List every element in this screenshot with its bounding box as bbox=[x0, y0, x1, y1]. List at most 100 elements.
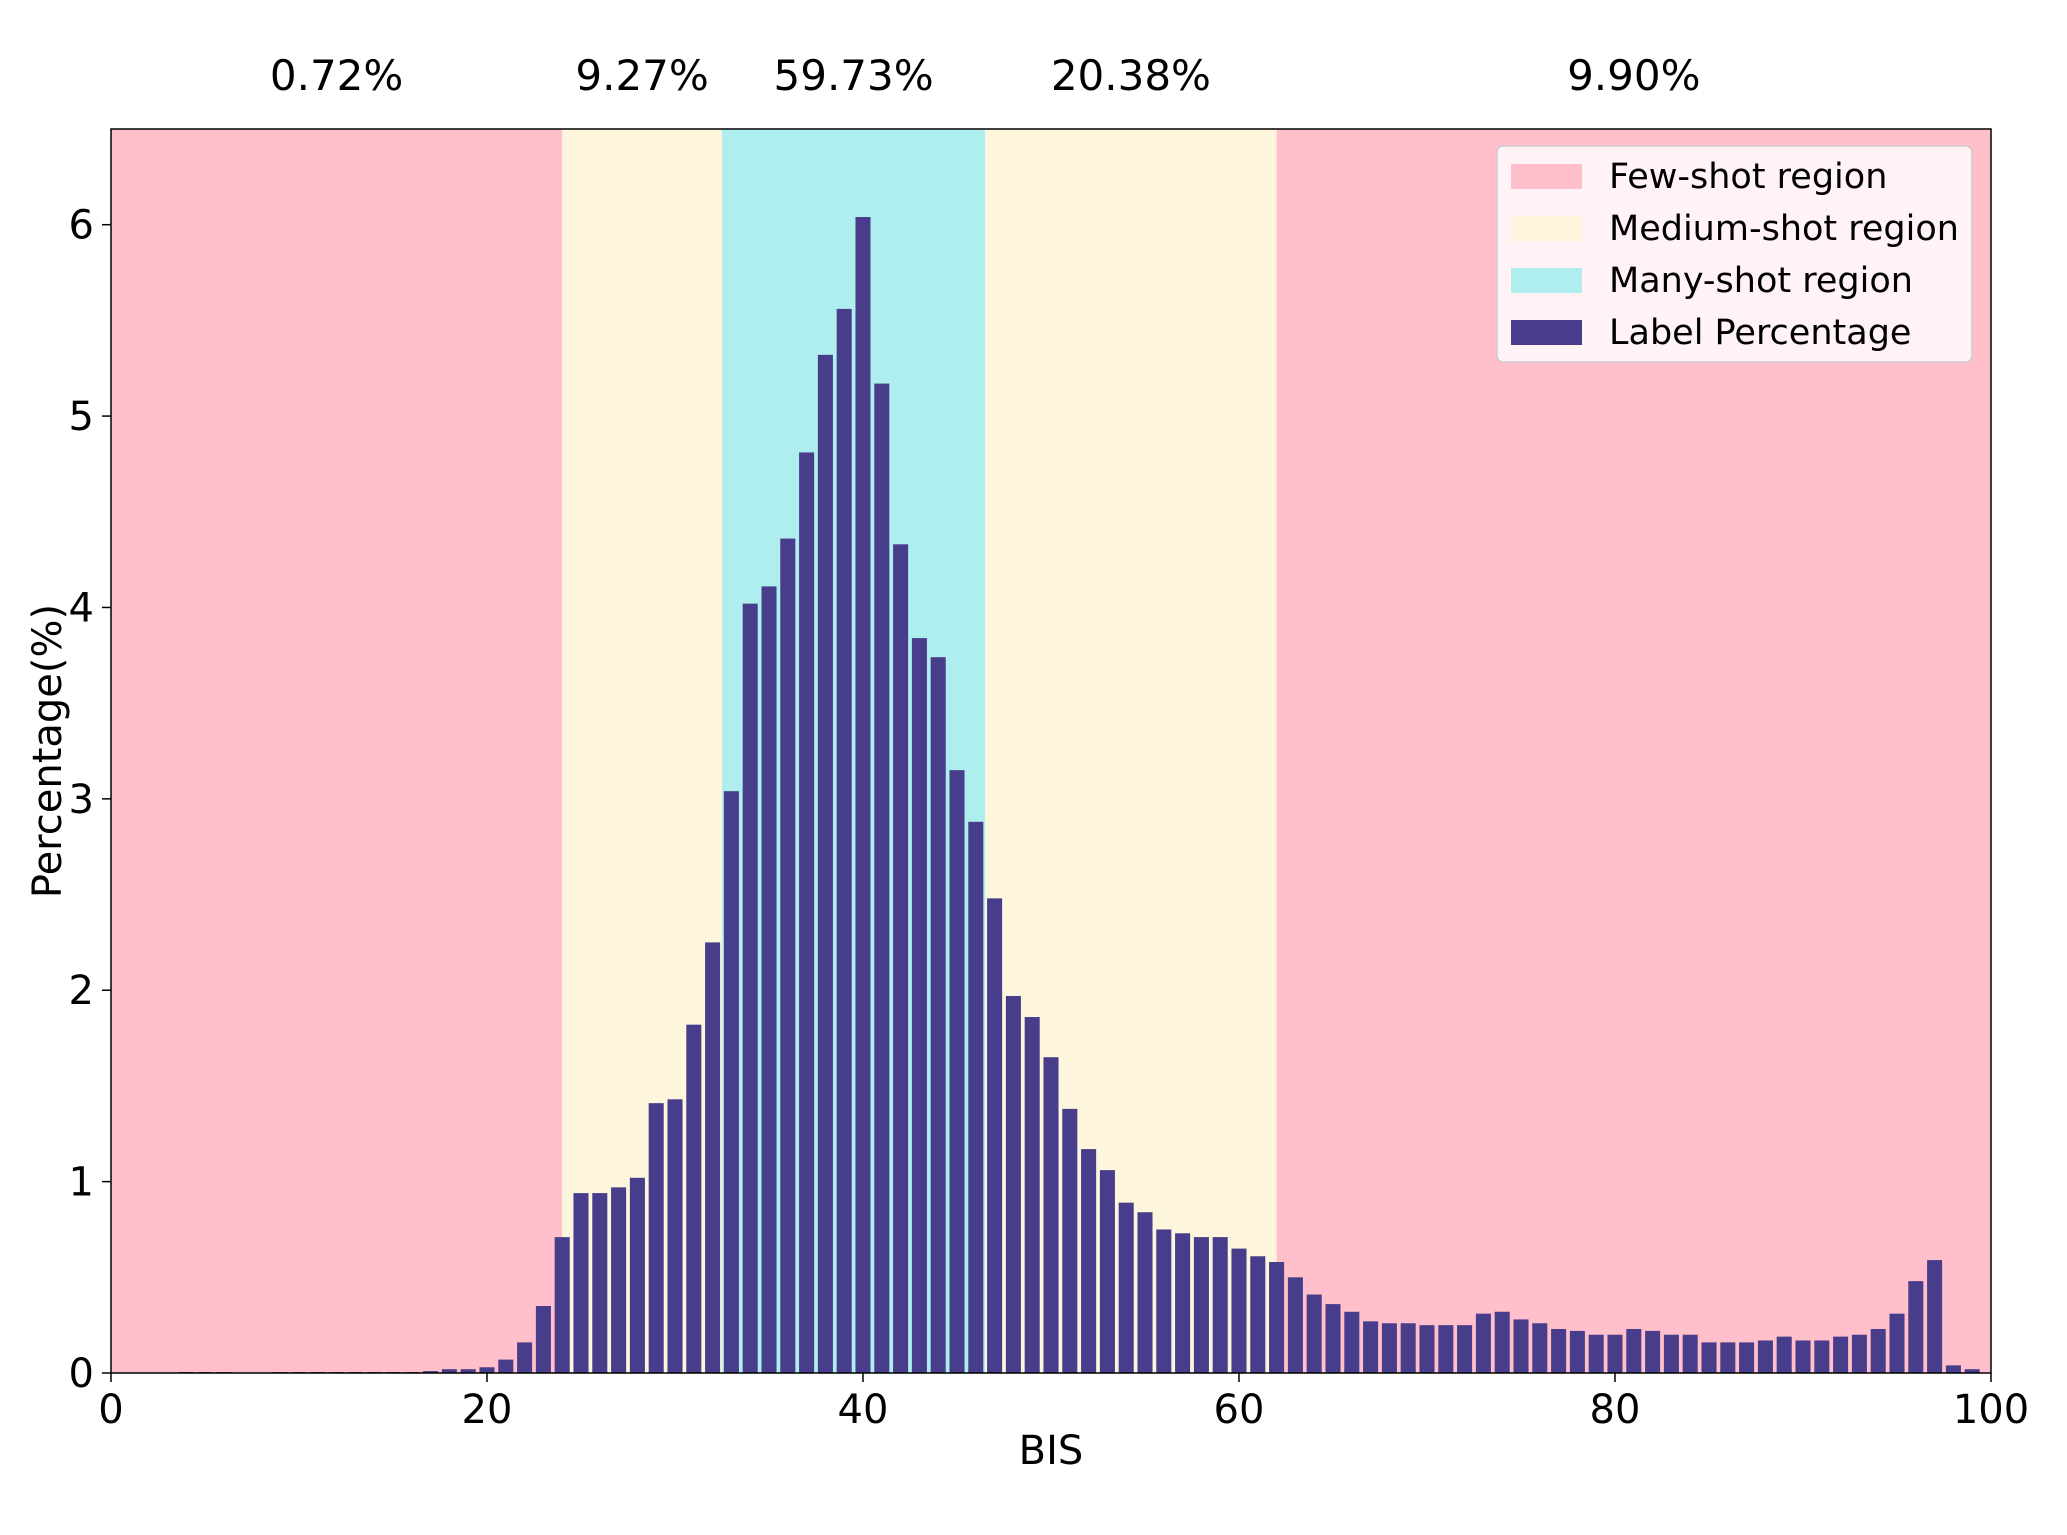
bar bbox=[517, 1342, 533, 1373]
bar bbox=[1927, 1260, 1943, 1373]
region-band-0 bbox=[111, 129, 563, 1373]
bar bbox=[1175, 1233, 1191, 1373]
bar bbox=[893, 544, 909, 1373]
legend: Few-shot region Medium-shot region Many-… bbox=[1496, 145, 1973, 363]
bar bbox=[1701, 1342, 1717, 1373]
legend-swatch-few bbox=[1511, 164, 1582, 189]
legend-label-medium: Medium-shot region bbox=[1609, 209, 1959, 249]
bar bbox=[1908, 1281, 1924, 1373]
legend-box bbox=[1496, 145, 1973, 363]
region-percent-label-0: 0.72% bbox=[270, 51, 403, 100]
bar bbox=[949, 770, 965, 1373]
bar bbox=[1513, 1319, 1529, 1373]
y-tick-label: 1 bbox=[69, 1160, 94, 1206]
bar bbox=[1344, 1311, 1360, 1373]
bar bbox=[1062, 1108, 1078, 1373]
bar bbox=[1231, 1248, 1247, 1373]
bar bbox=[1400, 1323, 1416, 1373]
bar bbox=[1156, 1229, 1172, 1373]
bar bbox=[1212, 1237, 1228, 1373]
bar bbox=[1381, 1323, 1397, 1373]
bar bbox=[1851, 1334, 1867, 1373]
bar bbox=[1833, 1336, 1849, 1373]
bar bbox=[1137, 1212, 1153, 1373]
region-percent-label-3: 20.38% bbox=[1051, 51, 1211, 100]
y-tick-label: 4 bbox=[69, 585, 94, 631]
x-tick-label: 0 bbox=[98, 1387, 123, 1433]
bar bbox=[1193, 1237, 1209, 1373]
bar bbox=[1739, 1342, 1755, 1373]
legend-swatch-many bbox=[1511, 268, 1582, 293]
bar bbox=[1607, 1334, 1623, 1373]
bar bbox=[573, 1193, 589, 1373]
bar bbox=[855, 217, 871, 1374]
bar bbox=[479, 1367, 495, 1373]
bar bbox=[1964, 1369, 1980, 1373]
bar bbox=[1663, 1334, 1679, 1373]
bar bbox=[1118, 1202, 1134, 1373]
x-axis-label: BIS bbox=[1019, 1428, 1084, 1474]
bar bbox=[1325, 1304, 1341, 1373]
x-tick-label: 40 bbox=[838, 1387, 889, 1433]
bar bbox=[648, 1103, 664, 1373]
bar bbox=[1626, 1328, 1642, 1373]
bar bbox=[780, 538, 796, 1373]
legend-label-few: Few-shot region bbox=[1609, 157, 1887, 197]
bar bbox=[1814, 1340, 1830, 1373]
bar bbox=[554, 1237, 570, 1373]
y-tick-label: 6 bbox=[69, 203, 94, 249]
x-tick-label: 60 bbox=[1214, 1387, 1265, 1433]
bar bbox=[1795, 1340, 1811, 1373]
legend-swatch-medium bbox=[1511, 216, 1582, 241]
bar bbox=[460, 1369, 476, 1373]
bar bbox=[836, 308, 852, 1373]
region-percent-label-1: 9.27% bbox=[575, 51, 708, 100]
bars-layer bbox=[178, 217, 1980, 1374]
bar bbox=[1532, 1323, 1548, 1373]
bar bbox=[1306, 1294, 1322, 1373]
bar bbox=[723, 791, 739, 1373]
region-percent-label-4: 9.90% bbox=[1567, 51, 1700, 100]
bar bbox=[1494, 1311, 1510, 1373]
bar bbox=[1024, 1017, 1040, 1373]
bar bbox=[817, 354, 833, 1373]
bar bbox=[968, 821, 984, 1373]
bar bbox=[1588, 1334, 1604, 1373]
bar bbox=[1419, 1325, 1435, 1373]
bar bbox=[592, 1193, 608, 1373]
bar bbox=[930, 657, 946, 1373]
bar bbox=[1889, 1313, 1905, 1373]
bar bbox=[441, 1369, 457, 1373]
bar bbox=[1438, 1325, 1454, 1373]
bar bbox=[1363, 1321, 1379, 1373]
bar bbox=[1569, 1330, 1585, 1373]
bar bbox=[1457, 1325, 1473, 1373]
y-axis-label: Percentage(%) bbox=[25, 604, 71, 898]
region-percent-label-2: 59.73% bbox=[774, 51, 934, 100]
legend-swatch-bar bbox=[1511, 320, 1582, 345]
x-tick-label: 20 bbox=[462, 1387, 513, 1433]
y-tick-label: 5 bbox=[69, 394, 94, 440]
y-tick-label: 3 bbox=[69, 777, 94, 823]
bar bbox=[1250, 1256, 1266, 1373]
bar bbox=[987, 898, 1003, 1373]
bar bbox=[686, 1024, 702, 1373]
plot-frame bbox=[110, 128, 1992, 1374]
bar bbox=[1269, 1261, 1285, 1373]
bar bbox=[1776, 1336, 1792, 1373]
bar bbox=[1757, 1340, 1773, 1373]
x-tick-label: 100 bbox=[1953, 1387, 2029, 1433]
bar bbox=[1645, 1330, 1661, 1373]
bar bbox=[799, 452, 815, 1373]
bar bbox=[1682, 1334, 1698, 1373]
bar bbox=[1475, 1313, 1491, 1373]
bar bbox=[498, 1359, 514, 1373]
bar bbox=[1099, 1170, 1115, 1373]
bar bbox=[1287, 1277, 1303, 1373]
bar bbox=[1081, 1149, 1097, 1373]
axes-layer: 0 20 40 60 80 100 0 1 2 3 4 5 6 bbox=[69, 203, 2030, 1433]
bar bbox=[911, 638, 927, 1373]
bar bbox=[874, 383, 890, 1374]
bar bbox=[1870, 1328, 1886, 1373]
